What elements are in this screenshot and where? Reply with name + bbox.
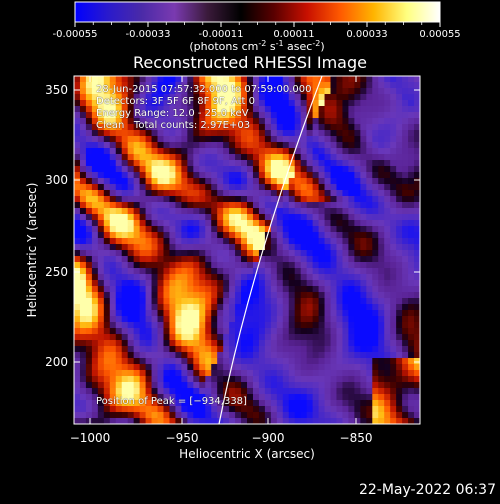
y-axis-ticks: 350 300 250 200	[45, 83, 420, 369]
colorbar-tick-label: -0.00011	[199, 29, 244, 40]
y-tick-label: 300	[45, 173, 68, 187]
timestamp: 22-May-2022 06:37	[358, 482, 496, 498]
colorbar-tick-label: -0.00055	[53, 29, 98, 40]
colorbar-tick-label: -0.00033	[126, 29, 171, 40]
x-axis-label: Heliocentric X (arcsec)	[179, 447, 315, 461]
colorbar	[74, 1, 441, 23]
colorbar-ticks: -0.00055 -0.00033 -0.00011 0.00011 0.00033 0.…	[53, 22, 461, 40]
solar-limb-line	[218, 76, 323, 424]
y-tick-label: 350	[45, 83, 68, 97]
colorbar-units: (photons cm-2 s-1 asec-2)	[189, 39, 324, 54]
x-tick-label: −950	[166, 431, 199, 445]
x-axis-ticks: −1000 −950 −900 −850	[70, 76, 373, 445]
heatmap-image	[74, 76, 420, 424]
plot-frame	[73, 75, 421, 425]
info-line-4: Clean Total counts: 2.97E+03	[96, 120, 251, 131]
x-tick-label: −900	[252, 431, 285, 445]
x-tick-label: −1000	[70, 431, 111, 445]
plot-title: Reconstructed RHESSI Image	[133, 53, 367, 72]
info-line-3: Energy Range: 12.0 - 25.0 keV	[96, 108, 249, 119]
x-tick-label: −850	[340, 431, 373, 445]
y-tick-label: 250	[45, 265, 68, 279]
info-line-2: Detectors: 3F 5F 6F 8F 9F, Att 0	[96, 96, 256, 107]
y-tick-label: 200	[45, 355, 68, 369]
info-line-1: 28-Jun-2015 07:57:32.000 to 07:59:00.000	[96, 84, 312, 95]
colorbar-tick-label: 0.00055	[419, 29, 460, 40]
y-axis-label: Heliocentric Y (arcsec)	[25, 183, 39, 318]
peak-position-label: Position of Peak = [−934,338]	[96, 396, 247, 407]
colorbar-tick-label: 0.00033	[346, 29, 387, 40]
colorbar-tick-label: 0.00011	[273, 29, 314, 40]
